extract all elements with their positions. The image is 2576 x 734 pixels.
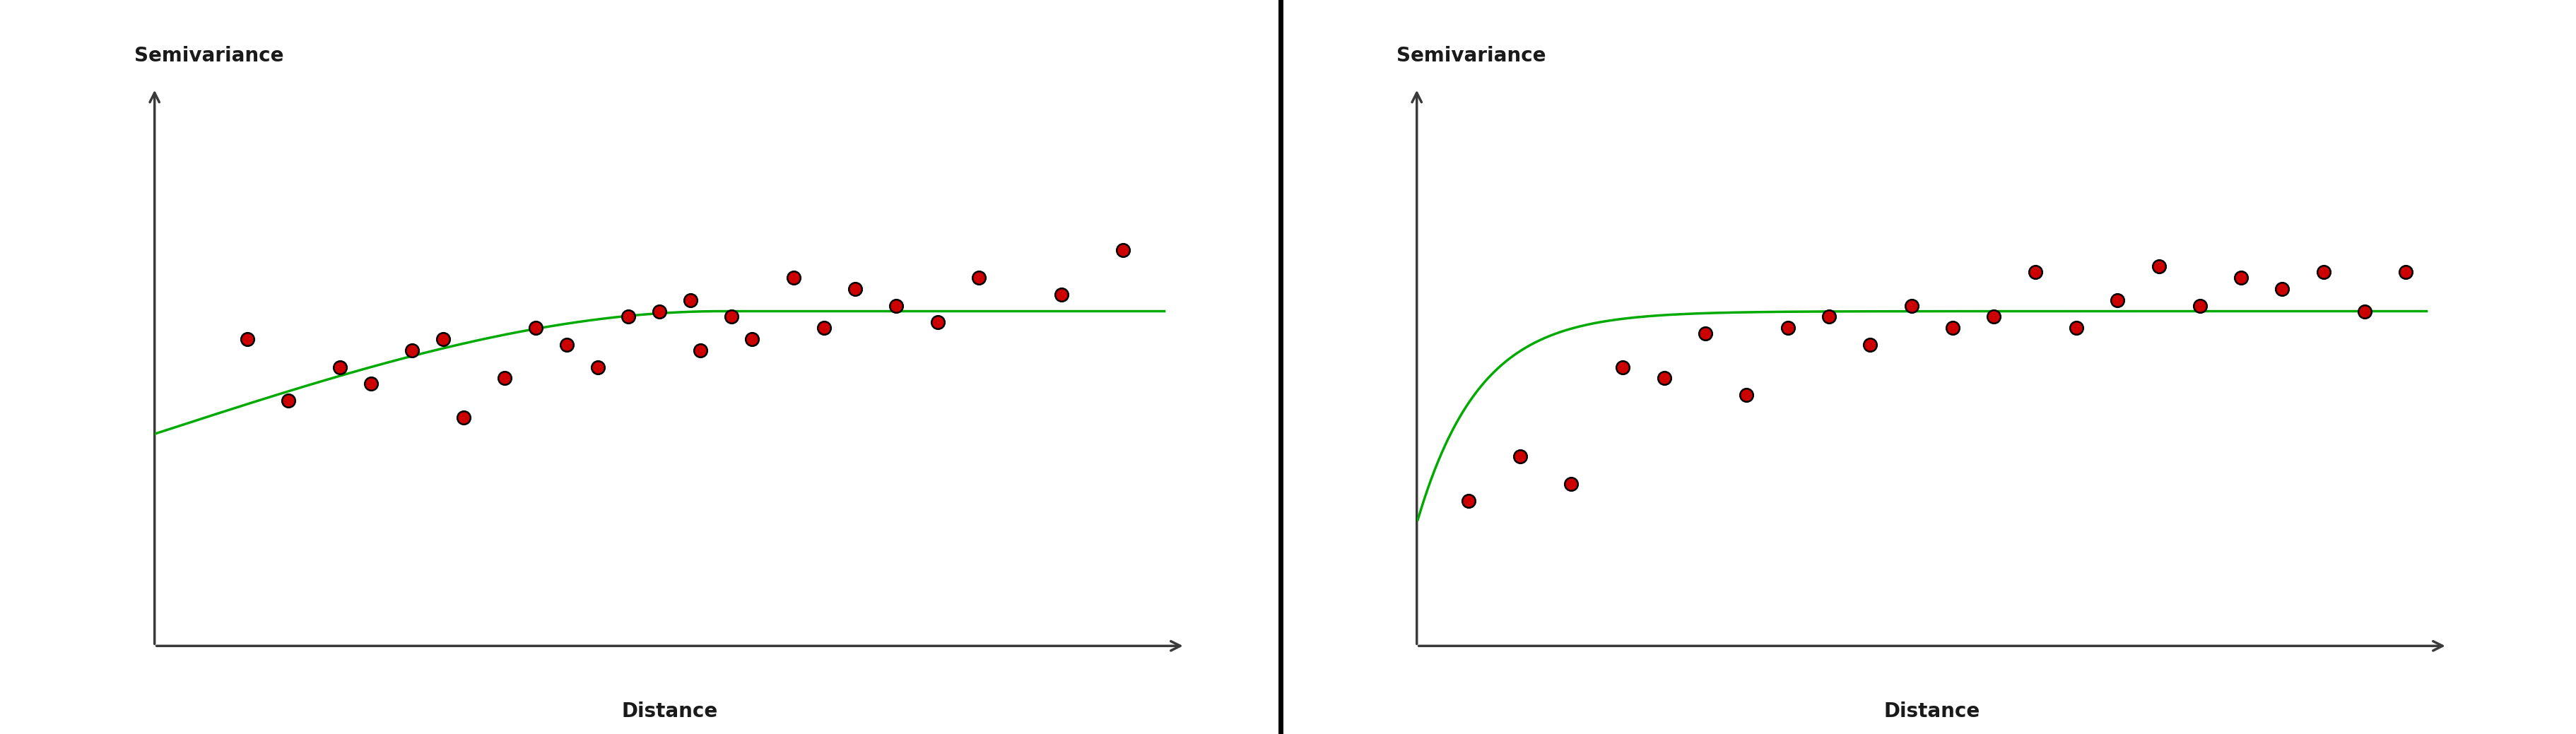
Point xyxy=(1551,479,1592,490)
Point xyxy=(1103,244,1144,255)
Point xyxy=(2262,283,2303,295)
Point xyxy=(2385,266,2427,278)
Point xyxy=(1767,322,1808,334)
Point xyxy=(1448,495,1489,506)
Point xyxy=(608,311,649,323)
Point xyxy=(577,361,618,373)
Point xyxy=(546,339,587,351)
Point xyxy=(670,294,711,306)
Point xyxy=(443,411,484,423)
Point xyxy=(2221,272,2262,283)
Point xyxy=(2056,322,2097,334)
Point xyxy=(268,395,309,407)
Point xyxy=(2344,305,2385,317)
Point xyxy=(1602,361,1643,373)
Point xyxy=(2097,294,2138,306)
Point xyxy=(422,333,464,345)
Point xyxy=(804,322,845,334)
Point xyxy=(1643,372,1685,384)
Point xyxy=(2303,266,2344,278)
Point xyxy=(350,378,392,390)
Point xyxy=(1932,322,1973,334)
Point xyxy=(876,299,917,311)
Point xyxy=(319,361,361,373)
Point xyxy=(680,344,721,356)
Point xyxy=(639,305,680,317)
Point xyxy=(1891,299,1932,311)
Point xyxy=(227,333,268,345)
Point xyxy=(1499,451,1540,462)
Point xyxy=(2014,266,2056,278)
Text: Distance: Distance xyxy=(621,702,719,722)
Point xyxy=(2138,261,2179,272)
Point xyxy=(2179,299,2221,311)
Point xyxy=(1850,339,1891,351)
Text: Semivariance: Semivariance xyxy=(1396,46,1546,66)
Point xyxy=(515,322,556,334)
Point xyxy=(1726,389,1767,401)
Point xyxy=(711,311,752,323)
Point xyxy=(1808,311,1850,323)
Point xyxy=(773,272,814,283)
Text: Semivariance: Semivariance xyxy=(134,46,283,66)
Point xyxy=(392,344,433,356)
Point xyxy=(1973,311,2014,323)
Text: Distance: Distance xyxy=(1883,702,1981,722)
Point xyxy=(835,283,876,295)
Point xyxy=(732,333,773,345)
Point xyxy=(1041,288,1082,300)
Point xyxy=(1685,327,1726,339)
Point xyxy=(917,316,958,328)
Point xyxy=(958,272,999,283)
Point xyxy=(484,372,526,384)
